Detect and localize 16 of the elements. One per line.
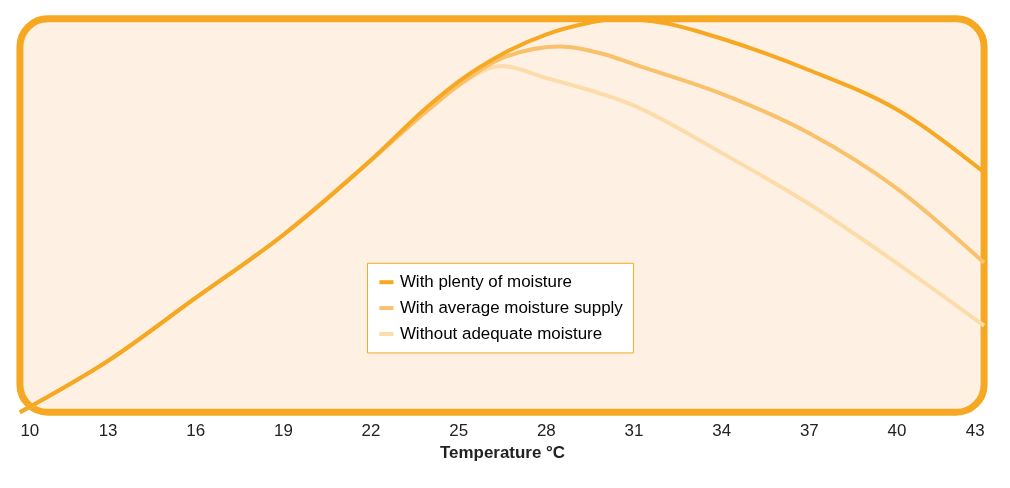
x-tick-label: 10 — [20, 420, 40, 440]
x-tick-label: 31 — [624, 420, 644, 440]
legend-label: Without adequate moisture — [399, 323, 603, 343]
x-tick-label: 25 — [449, 420, 469, 440]
x-tick-label: 34 — [712, 420, 732, 440]
x-tick-label: 22 — [361, 420, 381, 440]
legend-label: With average moisture supply — [399, 298, 624, 318]
x-tick-label: 19 — [273, 420, 293, 440]
x-tick-label: 40 — [887, 420, 907, 440]
legend-label: With plenty of moisture — [399, 272, 573, 292]
x-tick-label: 37 — [799, 420, 819, 440]
x-tick-label: 13 — [98, 420, 118, 440]
x-axis-title: Temperature °C — [440, 442, 565, 462]
x-tick-label: 43 — [965, 420, 985, 440]
x-tick-label: 28 — [536, 420, 556, 440]
x-tick-label: 16 — [186, 420, 206, 440]
